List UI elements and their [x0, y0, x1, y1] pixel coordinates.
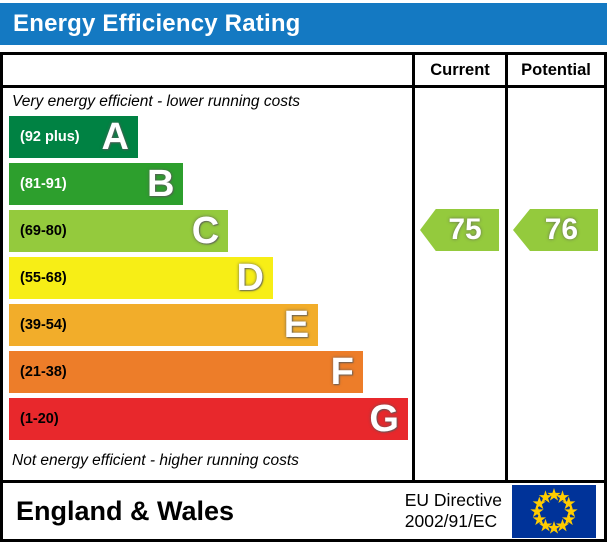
current-rating-arrow: 75 [420, 209, 499, 251]
band-b: (81-91) B [9, 163, 184, 205]
band-g: (1-20) G [9, 398, 408, 440]
band-ladder: (92 plus) A (81-91) B (69-80) C (55-68) … [9, 116, 412, 440]
eu-flag-icon [512, 484, 596, 538]
band-b-range: (81-91) [20, 176, 67, 192]
top-note: Very energy efficient - lower running co… [12, 93, 301, 110]
table-footer-row: England & Wales EU Directive 2002/91/EC [3, 480, 604, 539]
potential-rating-arrow: 76 [513, 209, 598, 251]
band-g-range: (1-20) [20, 411, 59, 427]
band-b-letter: B [147, 163, 175, 205]
potential-column-header: Potential [505, 55, 604, 85]
band-f: (21-38) F [9, 351, 363, 393]
band-d-letter: D [236, 257, 264, 299]
band-e-range: (39-54) [20, 317, 67, 333]
band-c: (69-80) C [9, 210, 229, 252]
current-column-header: Current [412, 55, 505, 85]
current-rating-value: 75 [448, 213, 482, 246]
title-bar: Energy Efficiency Rating [0, 3, 607, 45]
rating-table: Current Potential Very energy efficient … [0, 52, 607, 542]
band-a: (92 plus) A [9, 116, 138, 158]
band-d: (55-68) D [9, 257, 273, 299]
band-g-letter: G [369, 398, 399, 440]
band-c-range: (69-80) [20, 223, 67, 239]
potential-value-cell: 76 [505, 88, 604, 480]
header-spacer-cell [3, 55, 412, 85]
eu-directive-label: EU Directive 2002/91/EC [405, 490, 502, 531]
epc-chart-page: Energy Efficiency Rating Current Potenti… [0, 3, 607, 553]
band-d-range: (55-68) [20, 270, 67, 286]
region-label: England & Wales [16, 495, 235, 526]
band-f-letter: F [330, 351, 354, 393]
band-chart-area: Very energy efficient - lower running co… [3, 88, 412, 480]
band-e: (39-54) E [9, 304, 319, 346]
bottom-note: Not energy efficient - higher running co… [12, 452, 299, 469]
potential-rating-value: 76 [544, 213, 579, 246]
page-title: Energy Efficiency Rating [13, 10, 301, 37]
band-a-letter: A [101, 116, 129, 158]
table-header-row: Current Potential [3, 55, 604, 88]
band-e-letter: E [283, 304, 310, 346]
band-c-letter: C [191, 210, 220, 252]
table-body-row: Very energy efficient - lower running co… [3, 88, 604, 480]
eu-directive-line1: EU Directive [404, 490, 502, 511]
eu-directive-line2: 2002/91/EC [404, 511, 498, 531]
band-f-range: (21-38) [20, 364, 67, 380]
current-value-cell: 75 [412, 88, 505, 480]
band-a-range: (92 plus) [20, 129, 80, 145]
